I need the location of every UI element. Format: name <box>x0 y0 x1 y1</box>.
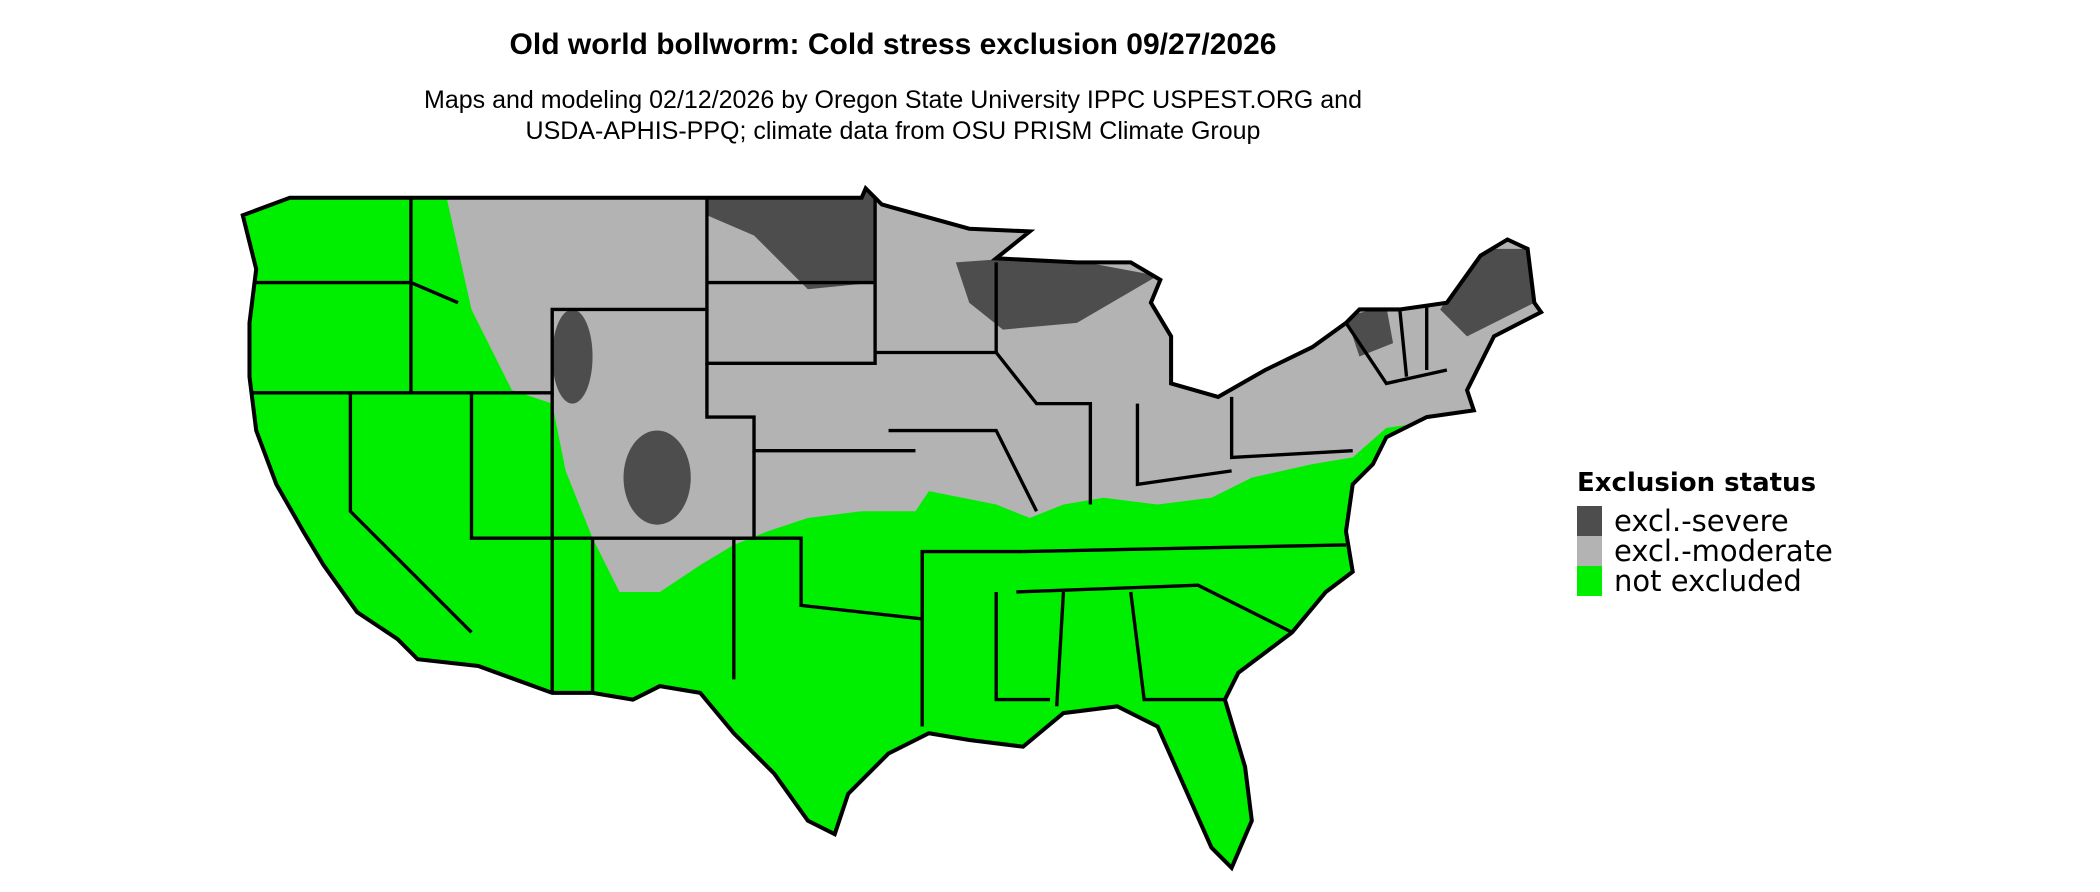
legend-label: excl.-severe <box>1614 504 1789 538</box>
severe-area-upper-midwest <box>955 255 1158 330</box>
map-title: Old world bollworm: Cold stress exclusio… <box>509 28 1277 61</box>
legend-title: Exclusion status <box>1577 468 1817 498</box>
legend-swatch <box>1577 566 1602 596</box>
legend-swatch <box>1577 536 1602 566</box>
legend-label: excl.-moderate <box>1614 534 1833 568</box>
legend-label: not excluded <box>1614 564 1802 598</box>
severe-area-adirondacks <box>1345 306 1394 357</box>
severe-area-maine <box>1440 248 1535 337</box>
legend-item-severe: excl.-severe <box>1577 504 1833 538</box>
state-borders <box>249 197 1448 727</box>
legend: Exclusion status excl.-severe excl.-mode… <box>1577 468 1833 598</box>
severe-area-wyoming <box>552 309 593 404</box>
severe-area-colorado-rockies <box>623 430 691 525</box>
legend-item-moderate: excl.-moderate <box>1577 534 1833 568</box>
legend-item-not-excluded: not excluded <box>1577 564 1833 598</box>
severe-area-northern-plains <box>706 188 876 290</box>
legend-swatch <box>1577 506 1602 536</box>
map-subtitle-line-1: Maps and modeling 02/12/2026 by Oregon S… <box>424 86 1362 114</box>
map-subtitle-line-2: USDA-APHIS-PPQ; climate data from OSU PR… <box>525 117 1261 145</box>
